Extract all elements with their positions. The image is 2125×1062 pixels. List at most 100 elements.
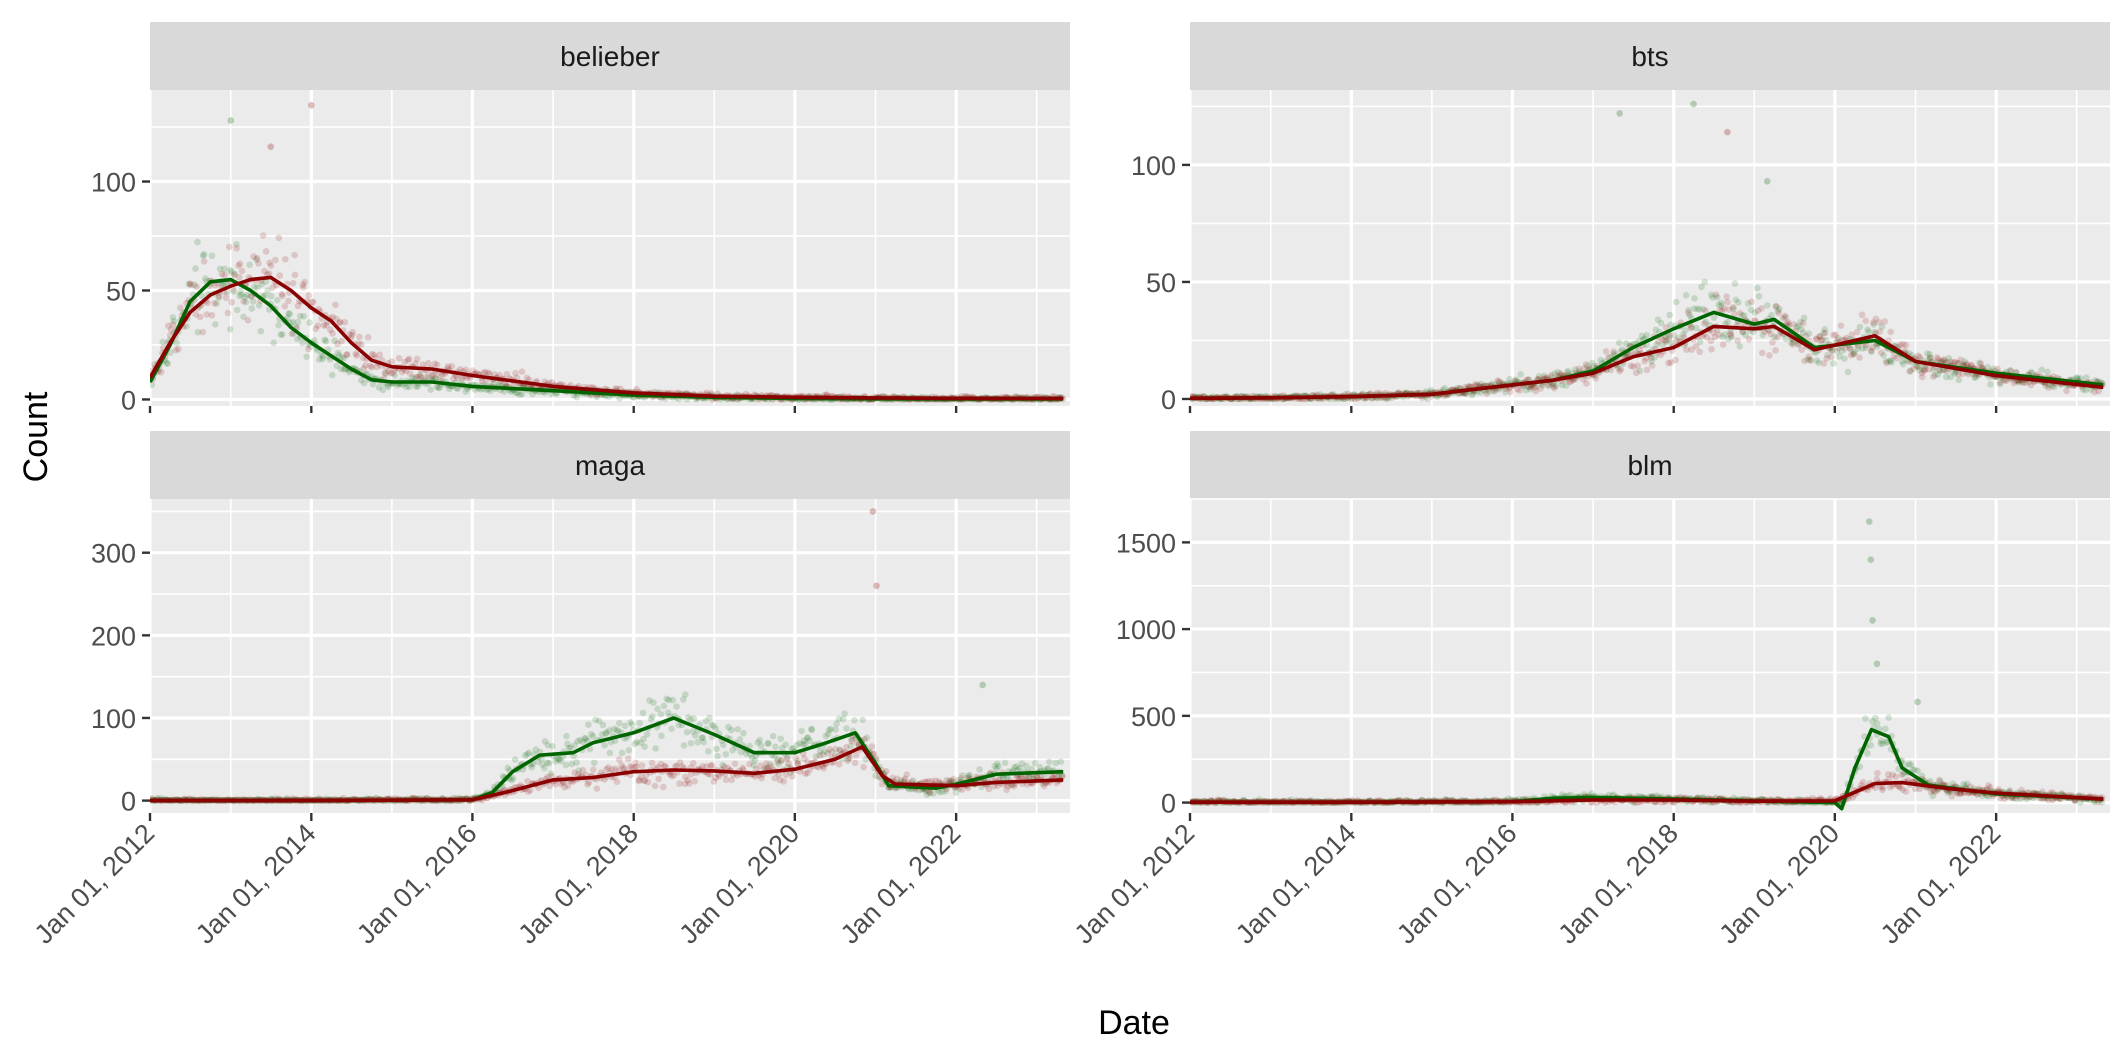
scatter-point [157, 368, 165, 376]
scatter-point [1571, 366, 1579, 373]
scatter-point [524, 777, 531, 785]
scatter-point [480, 369, 487, 377]
grid-lines [1188, 90, 2110, 406]
scatter-point [928, 778, 936, 785]
scatter-point [1805, 353, 1813, 360]
scatter-point [549, 742, 556, 750]
scatter-point [308, 298, 315, 305]
scatter-point [644, 778, 652, 786]
y-tick-label: 100 [91, 704, 136, 734]
scatter-point [1719, 333, 1726, 340]
scatter-point [211, 299, 218, 307]
scatter-point [993, 760, 1001, 768]
scatter-point [2073, 374, 2080, 381]
scatter-point [165, 322, 172, 330]
scatter-point [352, 350, 360, 358]
scatter-point [785, 760, 792, 767]
scatter-point [1754, 307, 1762, 315]
scatter-point [1790, 321, 1798, 328]
scatter-point [1680, 333, 1688, 341]
scatter-point [1996, 379, 2004, 386]
scatter-point [343, 351, 350, 358]
scatter-point [1769, 338, 1776, 346]
scatter-point [605, 727, 613, 734]
scatter-point [836, 747, 844, 754]
scatter-point [731, 760, 739, 768]
scatter-point [2001, 376, 2009, 384]
scatter-point [705, 748, 712, 755]
scatter-point [868, 743, 876, 750]
scatter-point [238, 267, 246, 275]
scatter-point [762, 760, 770, 767]
scatter-point [238, 291, 245, 298]
scatter-point [1673, 337, 1680, 344]
scatter-point [1911, 766, 1918, 774]
scatter-point [681, 780, 689, 788]
scatter-point [320, 322, 328, 329]
smooth-line [1190, 324, 2104, 401]
scatter-point [265, 270, 273, 277]
scatter-point [1813, 357, 1821, 364]
scatter-point [1657, 351, 1664, 359]
scatter-point [1682, 327, 1689, 334]
scatter-point [406, 370, 414, 377]
scatter-point [1627, 362, 1635, 370]
scatter-point [435, 371, 442, 378]
scatter-point [1665, 335, 1673, 343]
scatter-point [1883, 359, 1890, 367]
scatter-point [1025, 773, 1033, 781]
strip-background [1190, 22, 2110, 90]
scatter-point [762, 764, 770, 772]
scatter-point [1537, 385, 1544, 392]
scatter-point [669, 696, 676, 704]
scatter-point [192, 311, 200, 318]
scatter-point [1800, 319, 1807, 327]
scatter-point [1869, 718, 1876, 725]
scatter-point [2018, 378, 2026, 386]
scatter-point [192, 265, 199, 272]
scatter-point [2003, 377, 2011, 385]
scatter-point [538, 755, 545, 763]
scatter-point [1955, 371, 1962, 378]
scatter-point [226, 325, 234, 333]
scatter-point [1934, 371, 1942, 378]
scatter-point [228, 299, 235, 306]
scatter-point [1929, 792, 1937, 800]
scatter-point [2022, 379, 2030, 387]
scatter-point [1758, 305, 1765, 312]
scatter-point [1886, 357, 1893, 365]
scatter-point [1880, 352, 1887, 359]
scatter-point [1526, 385, 1534, 393]
scatter-point [1674, 334, 1682, 342]
scatter-point [715, 772, 723, 780]
scatter-point [1944, 358, 1951, 366]
scatter-point [1836, 353, 1843, 360]
scatter-point [382, 370, 390, 378]
scatter-point [203, 311, 211, 318]
scatter-point [1614, 364, 1622, 371]
scatter-point [668, 725, 675, 733]
scatter-point [602, 730, 609, 737]
scatter-point [1692, 324, 1700, 332]
scatter-point [1735, 299, 1742, 306]
scatter-point [708, 761, 716, 769]
scatter-point [233, 244, 240, 252]
scatter-point [1899, 360, 1907, 368]
scatter-point [1059, 772, 1066, 780]
scatter-point [305, 345, 312, 353]
scatter-point [1662, 338, 1670, 346]
scatter-point [360, 379, 368, 387]
scatter-point [2079, 386, 2087, 393]
scatter-point [1921, 367, 1928, 375]
scatter-point [1830, 360, 1837, 367]
scatter-point [581, 735, 588, 742]
scatter-point [775, 761, 782, 768]
scatter-point [1724, 128, 1731, 136]
scatter-point [428, 372, 436, 380]
scatter-point [612, 765, 619, 773]
scatter-point [603, 729, 611, 736]
scatter-point [233, 240, 240, 248]
